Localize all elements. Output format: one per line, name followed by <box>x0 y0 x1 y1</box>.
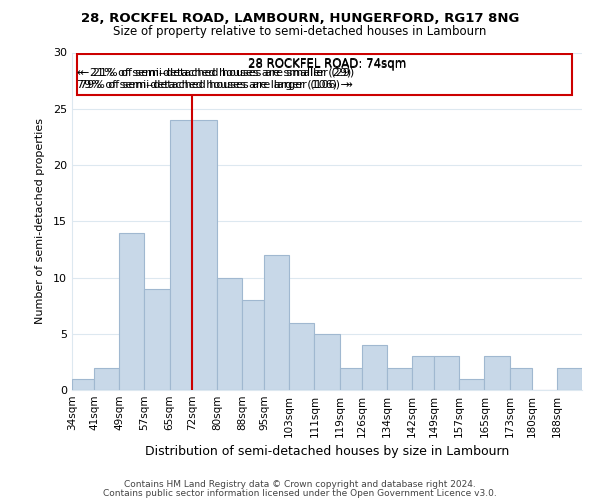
Text: 28 ROCKFEL ROAD: 74sqm: 28 ROCKFEL ROAD: 74sqm <box>248 56 406 70</box>
Bar <box>387 368 412 390</box>
Bar <box>242 300 264 390</box>
Bar <box>217 278 242 390</box>
Text: ← 21% of semi-detached houses are smaller (29): ← 21% of semi-detached houses are smalle… <box>80 68 354 78</box>
Bar <box>314 334 340 390</box>
Bar <box>434 356 459 390</box>
Bar <box>412 356 434 390</box>
Bar <box>72 379 94 390</box>
FancyBboxPatch shape <box>77 54 572 94</box>
Bar <box>191 120 217 390</box>
Bar <box>459 379 484 390</box>
Bar <box>119 232 145 390</box>
Bar <box>557 368 582 390</box>
Bar <box>362 345 387 390</box>
Text: ← 21% of semi-detached houses are smaller (29): ← 21% of semi-detached houses are smalle… <box>77 68 352 78</box>
Bar <box>484 356 509 390</box>
Text: Contains public sector information licensed under the Open Government Licence v3: Contains public sector information licen… <box>103 488 497 498</box>
Bar <box>170 120 191 390</box>
Text: 79% of semi-detached houses are larger (106) →: 79% of semi-detached houses are larger (… <box>77 80 350 90</box>
Bar <box>509 368 532 390</box>
Text: 28, ROCKFEL ROAD, LAMBOURN, HUNGERFORD, RG17 8NG: 28, ROCKFEL ROAD, LAMBOURN, HUNGERFORD, … <box>81 12 519 26</box>
Bar <box>264 255 289 390</box>
Bar <box>145 289 170 390</box>
Bar <box>340 368 362 390</box>
Y-axis label: Number of semi-detached properties: Number of semi-detached properties <box>35 118 44 324</box>
X-axis label: Distribution of semi-detached houses by size in Lambourn: Distribution of semi-detached houses by … <box>145 446 509 458</box>
Text: 28 ROCKFEL ROAD: 74sqm: 28 ROCKFEL ROAD: 74sqm <box>248 58 406 70</box>
Bar <box>94 368 119 390</box>
Bar <box>289 322 314 390</box>
Text: Size of property relative to semi-detached houses in Lambourn: Size of property relative to semi-detach… <box>113 25 487 38</box>
Text: 79% of semi-detached houses are larger (106) →: 79% of semi-detached houses are larger (… <box>80 80 353 90</box>
Text: Contains HM Land Registry data © Crown copyright and database right 2024.: Contains HM Land Registry data © Crown c… <box>124 480 476 489</box>
